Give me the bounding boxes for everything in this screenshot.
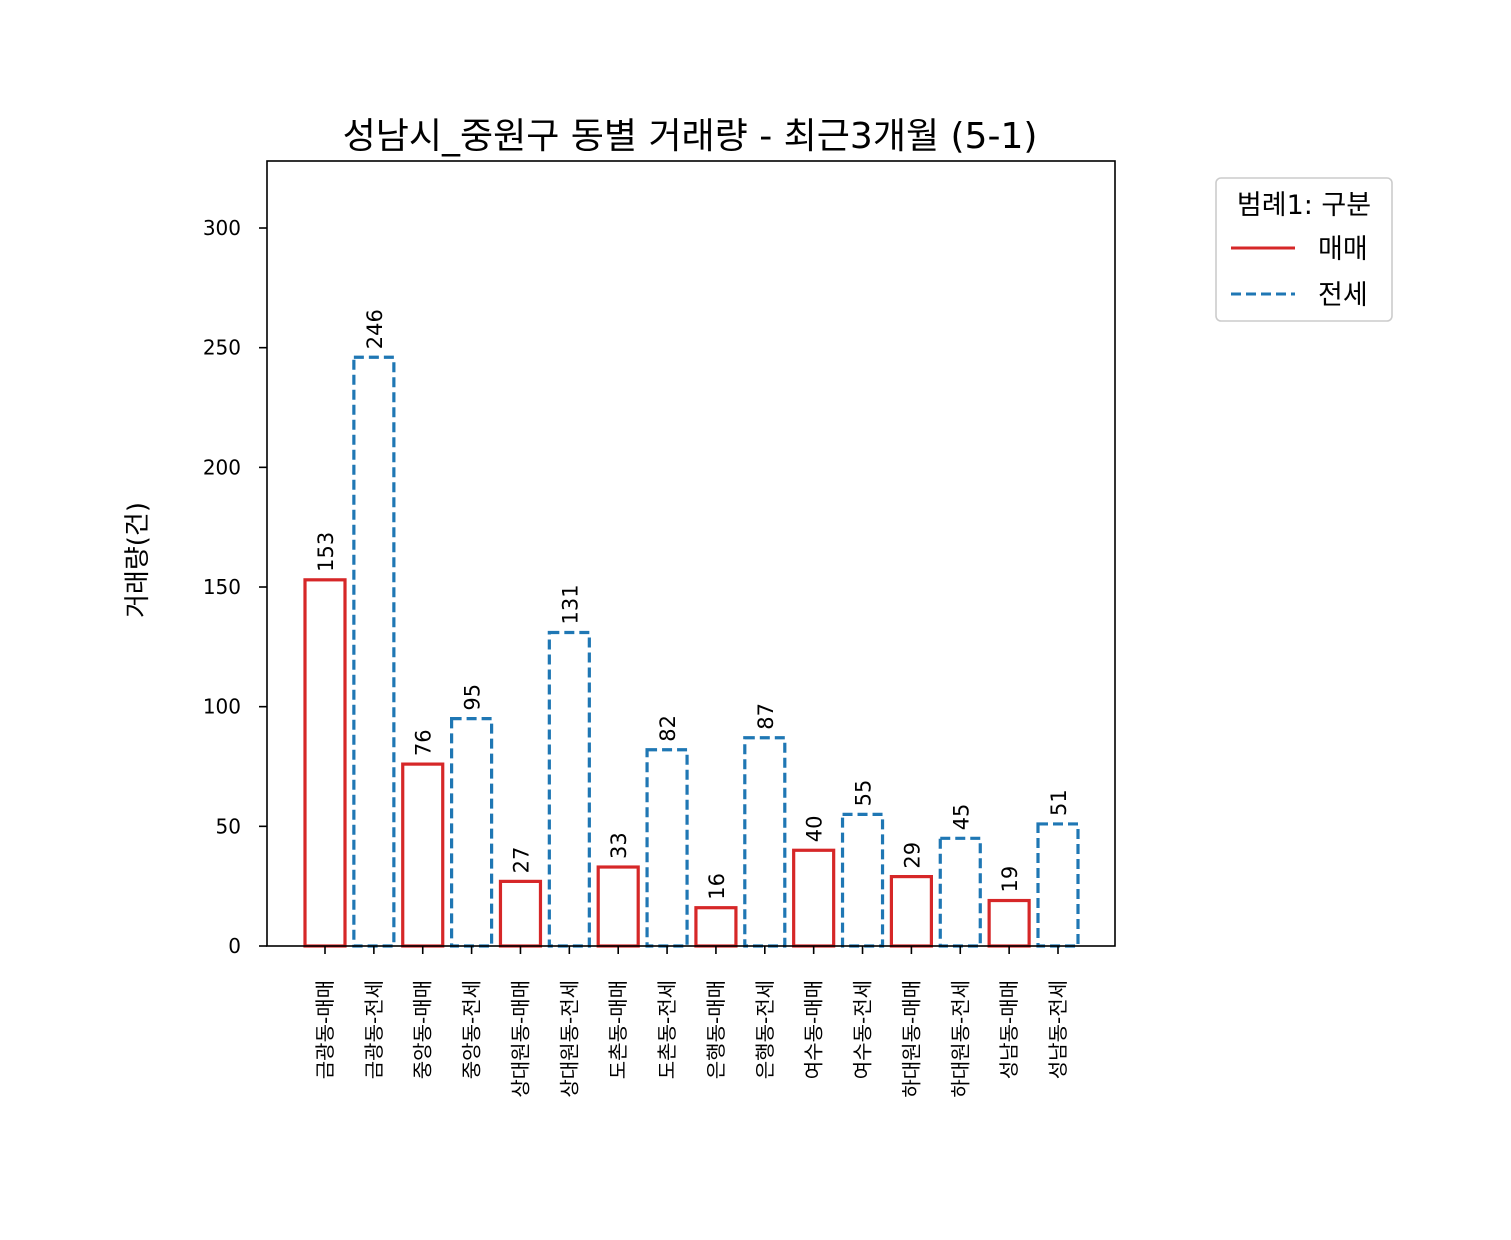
x-tick-label: 금광동-전세	[362, 980, 386, 1079]
x-tick-label: 성남동-전세	[1046, 980, 1070, 1079]
data-label: 45	[949, 804, 973, 831]
y-axis-label: 거래량(건)	[123, 502, 153, 618]
bars	[303, 355, 1080, 948]
x-tick-label: 중앙동-매매	[411, 980, 435, 1079]
data-label: 95	[461, 684, 485, 711]
y-tick-label: 50	[216, 814, 241, 838]
y-tick-label: 0	[228, 934, 241, 958]
data-label: 246	[363, 309, 387, 349]
data-label: 33	[607, 832, 631, 859]
x-tick-label: 금광동-매매	[313, 980, 337, 1079]
x-tick-label: 도촌동-전세	[655, 980, 679, 1079]
data-label: 16	[705, 873, 729, 900]
plot-area-frame	[266, 160, 1116, 947]
x-tick-label: 상대원동-전세	[557, 980, 581, 1098]
x-tick-label: 여수동-매매	[802, 980, 826, 1079]
bar	[987, 898, 1031, 948]
data-label: 82	[656, 715, 680, 742]
y-tick-label: 100	[203, 695, 241, 719]
bar	[547, 630, 591, 948]
data-label: 51	[1047, 789, 1071, 816]
bar	[645, 748, 689, 948]
bar	[450, 717, 494, 948]
x-tick-label: 성남동-매매	[997, 980, 1021, 1079]
bar	[498, 879, 543, 948]
legend-label-sale: 매매	[1318, 234, 1368, 265]
data-label: 19	[998, 866, 1022, 893]
y-tick-label: 300	[203, 216, 241, 240]
y-tick-label: 150	[203, 575, 241, 599]
x-tick-label: 도촌동-매매	[606, 980, 630, 1079]
data-label: 131	[558, 584, 582, 624]
data-labels: 153 246 76 95 27 131 33 82 16 87 40 55 29 45 19 51	[314, 309, 1071, 900]
data-label: 87	[754, 703, 778, 730]
bar	[694, 906, 738, 948]
data-label: 40	[803, 816, 827, 843]
bar	[938, 836, 982, 948]
y-tick-label: 200	[203, 455, 241, 479]
bar	[596, 865, 640, 948]
data-label: 27	[509, 847, 533, 874]
x-tick-label: 상대원동-매매	[508, 980, 532, 1098]
legend-title: 범례1: 구분	[1237, 190, 1371, 221]
bar	[303, 578, 347, 948]
x-tick-label: 여수동-전세	[851, 980, 875, 1079]
x-axis-ticks: 금광동-매매 금광동-전세 중앙동-매매 중앙동-전세 상대원동-매매 상대원동-전세 도촌…	[313, 946, 1070, 1098]
x-tick-label: 은행동-전세	[753, 980, 777, 1079]
bar	[743, 736, 787, 948]
x-tick-label: 중앙동-전세	[460, 980, 484, 1079]
bar	[840, 812, 885, 948]
bar	[401, 762, 445, 948]
bar	[352, 355, 396, 948]
data-label: 29	[900, 842, 924, 869]
x-tick-label: 하대원동-전세	[948, 980, 972, 1098]
chart-title: 성남시_중원구 동별 거래량 - 최근3개월 (5-1)	[343, 116, 1038, 157]
data-label: 76	[412, 729, 436, 756]
y-tick-label: 250	[203, 336, 241, 360]
legend: 범례1: 구분 매매 전세	[1215, 177, 1393, 322]
bar	[1036, 822, 1080, 948]
legend-label-jeonse: 전세	[1318, 280, 1368, 311]
legend-box	[1215, 177, 1393, 322]
bar	[889, 874, 934, 948]
data-label: 55	[852, 780, 876, 807]
y-axis-ticks: 0 50 100 150 200 250 300	[203, 216, 267, 958]
bar	[792, 848, 836, 948]
x-tick-label: 은행동-매매	[704, 980, 728, 1079]
x-tick-label: 하대원동-매매	[899, 980, 923, 1098]
data-label: 153	[314, 532, 338, 572]
